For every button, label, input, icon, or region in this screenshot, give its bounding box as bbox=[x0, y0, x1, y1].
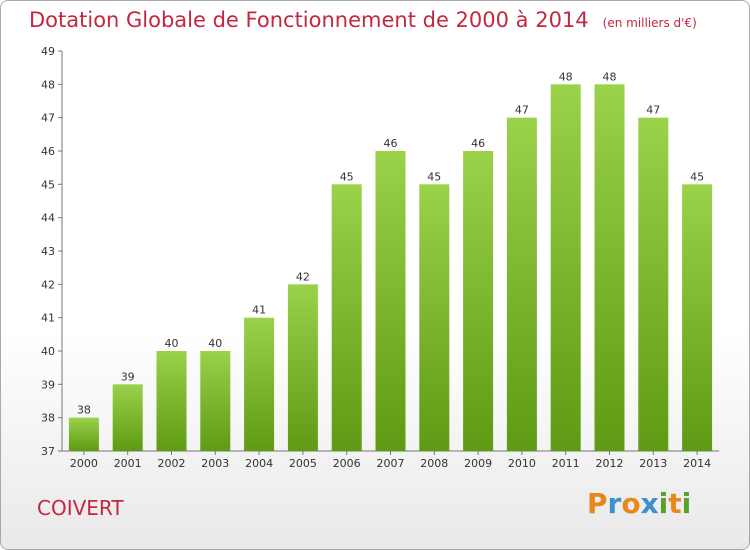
bar bbox=[287, 284, 318, 451]
y-tick-label: 39 bbox=[41, 378, 55, 391]
data-label: 40 bbox=[208, 337, 222, 350]
logo-letter: i bbox=[681, 487, 692, 520]
logo-letter: r bbox=[607, 487, 622, 520]
y-tick-label: 38 bbox=[41, 412, 55, 425]
data-label: 39 bbox=[121, 370, 135, 383]
y-tick-label: 37 bbox=[41, 445, 55, 458]
x-tick-label: 2001 bbox=[114, 457, 142, 470]
data-label: 45 bbox=[427, 170, 441, 183]
logo-letter: t bbox=[668, 487, 682, 520]
bar bbox=[331, 184, 362, 452]
y-tick-label: 46 bbox=[41, 145, 55, 158]
y-tick-label: 40 bbox=[41, 345, 55, 358]
x-tick-label: 2011 bbox=[552, 457, 580, 470]
bar bbox=[419, 184, 450, 452]
bar bbox=[375, 151, 406, 451]
y-tick-label: 49 bbox=[41, 45, 55, 58]
data-label: 38 bbox=[77, 404, 91, 417]
bar bbox=[594, 84, 625, 451]
logo-letter: i bbox=[658, 487, 669, 520]
x-tick-label: 2010 bbox=[508, 457, 536, 470]
y-tick-label: 42 bbox=[41, 278, 55, 291]
bar bbox=[682, 184, 713, 452]
chart-title: Dotation Globale de Fonctionnement de 20… bbox=[29, 8, 697, 32]
bar bbox=[112, 384, 143, 451]
x-tick-label: 2009 bbox=[464, 457, 492, 470]
logo-letter: x bbox=[640, 487, 659, 520]
bar bbox=[244, 317, 275, 451]
x-tick-label: 2013 bbox=[639, 457, 667, 470]
y-tick-label: 44 bbox=[41, 212, 55, 225]
data-label: 48 bbox=[559, 70, 573, 83]
x-tick-label: 2012 bbox=[596, 457, 624, 470]
proxiti-logo: Proxiti bbox=[587, 487, 691, 520]
chart-title-text: Dotation Globale de Fonctionnement de 20… bbox=[29, 8, 589, 32]
data-label: 45 bbox=[690, 170, 704, 183]
x-tick-label: 2014 bbox=[683, 457, 711, 470]
x-tick-label: 2003 bbox=[201, 457, 229, 470]
x-tick-label: 2000 bbox=[70, 457, 98, 470]
data-label: 46 bbox=[384, 137, 398, 150]
y-tick-label: 45 bbox=[41, 178, 55, 191]
y-tick-label: 48 bbox=[41, 78, 55, 91]
y-tick-label: 43 bbox=[41, 245, 55, 258]
y-tick-label: 41 bbox=[41, 312, 55, 325]
data-label: 47 bbox=[646, 104, 660, 117]
chart-subtitle: (en milliers d'€) bbox=[602, 16, 697, 30]
data-label: 46 bbox=[471, 137, 485, 150]
bar bbox=[638, 117, 669, 452]
bar bbox=[463, 151, 494, 451]
y-tick-label: 47 bbox=[41, 112, 55, 125]
logo-letter: P bbox=[587, 487, 608, 520]
data-label: 47 bbox=[515, 104, 529, 117]
bar bbox=[68, 417, 99, 451]
x-tick-label: 2006 bbox=[333, 457, 361, 470]
data-label: 41 bbox=[252, 304, 266, 317]
data-label: 40 bbox=[165, 337, 179, 350]
x-tick-label: 2008 bbox=[420, 457, 448, 470]
x-tick-label: 2002 bbox=[158, 457, 186, 470]
x-tick-label: 2005 bbox=[289, 457, 317, 470]
bar bbox=[506, 117, 537, 452]
bar bbox=[156, 351, 187, 451]
commune-name: COIVERT bbox=[37, 496, 124, 520]
data-label: 45 bbox=[340, 170, 354, 183]
logo-letter: o bbox=[621, 487, 641, 520]
bar bbox=[550, 84, 581, 451]
data-label: 42 bbox=[296, 270, 310, 283]
x-tick-label: 2004 bbox=[245, 457, 273, 470]
data-label: 48 bbox=[603, 70, 617, 83]
x-tick-label: 2007 bbox=[377, 457, 405, 470]
bar bbox=[200, 351, 231, 451]
